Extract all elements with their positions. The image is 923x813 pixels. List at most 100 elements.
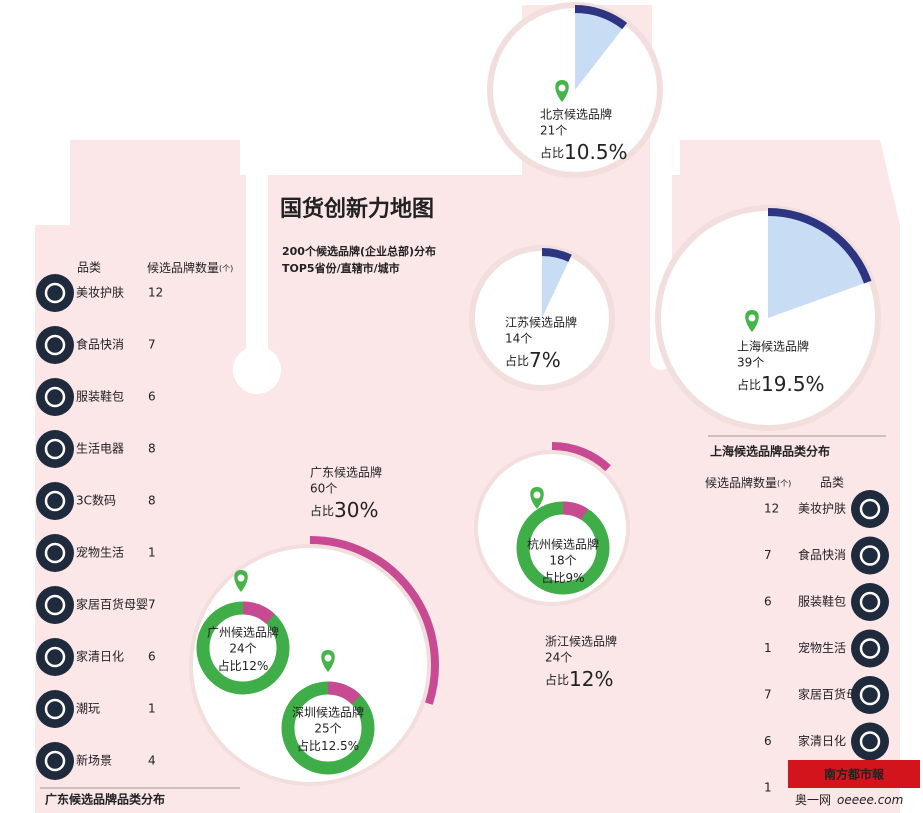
share-prefix: 占比 xyxy=(737,377,761,392)
category-count: 7 xyxy=(764,688,772,702)
share-arc xyxy=(541,248,572,262)
category-icon xyxy=(36,430,74,468)
category-icon-glyph xyxy=(859,591,881,613)
share-arc xyxy=(574,5,628,30)
bg-block xyxy=(70,140,240,225)
category-count: 7 xyxy=(148,598,156,612)
share-arc xyxy=(551,442,611,472)
content: 北京候选品牌21个占比10.5%江苏候选品牌14个占比7%上海候选品牌39个占比… xyxy=(36,2,920,807)
category-count: 7 xyxy=(148,338,156,352)
category-name: 美妆护肤 xyxy=(76,285,124,300)
region-name: 浙江候选品牌 xyxy=(545,635,617,649)
category-name: 家清日化 xyxy=(798,733,846,748)
share-segment xyxy=(562,501,588,520)
region-name: 上海候选品牌 xyxy=(737,339,809,354)
table-header: 候选品牌数量(个) xyxy=(147,260,233,275)
category-name: 新场景 xyxy=(76,753,112,768)
category-icon xyxy=(851,536,889,575)
header-text: 候选品牌数量 xyxy=(147,260,219,275)
category-icon-glyph xyxy=(44,282,66,304)
region-share: 占比7% xyxy=(505,348,561,372)
watermark-brand: 南方都市報 xyxy=(824,767,885,782)
category-icon xyxy=(851,490,889,528)
region-name: 广东候选品牌 xyxy=(310,466,382,480)
region-count: 14个 xyxy=(505,332,532,346)
share-prefix: 占比 xyxy=(541,570,565,585)
table-header: 候选品牌数量(个) xyxy=(705,475,791,490)
table-header: 品类 xyxy=(820,476,844,490)
title: 国货创新力地图 xyxy=(280,196,434,222)
share-value: 12% xyxy=(242,659,269,673)
share-prefix: 占比 xyxy=(297,738,321,753)
category-icon xyxy=(36,638,74,676)
share-value: 7% xyxy=(529,348,561,372)
category-name: 家清日化 xyxy=(76,649,124,664)
share-value: 10.5% xyxy=(564,140,628,164)
region-count: 25个 xyxy=(314,722,341,736)
region-count: 18个 xyxy=(549,554,576,568)
share-value: 9% xyxy=(565,571,584,585)
share-wedge xyxy=(768,208,872,318)
table-caption: 上海候选品牌品类分布 xyxy=(710,444,830,459)
category-name: 美妆护肤 xyxy=(798,501,846,516)
share-prefix: 占比 xyxy=(218,658,242,673)
region-share: 占比12% xyxy=(218,658,269,673)
region-name: 深圳候选品牌 xyxy=(292,706,364,720)
category-icon-glyph xyxy=(44,698,66,720)
category-icon xyxy=(851,629,889,668)
region-name: 广州候选品牌 xyxy=(207,626,279,640)
region-share: 占比9% xyxy=(541,570,584,585)
location-pin-dot xyxy=(533,491,541,499)
category-count: 1 xyxy=(764,781,772,795)
share-value: 19.5% xyxy=(761,372,825,396)
category-count: 7 xyxy=(764,548,772,562)
category-icon xyxy=(36,690,74,728)
header-unit: (个) xyxy=(777,479,791,488)
region-share: 占比30% xyxy=(310,498,378,522)
category-name: 服装鞋包 xyxy=(798,594,846,609)
category-count: 8 xyxy=(148,442,156,456)
share-prefix: 占比 xyxy=(505,353,529,368)
region-name: 杭州候选品牌 xyxy=(527,537,599,552)
category-name: 服装鞋包 xyxy=(76,389,124,404)
header-text: 候选品牌数量 xyxy=(705,475,777,490)
category-count: 1 xyxy=(148,702,156,716)
bg-block xyxy=(680,140,900,225)
category-icon xyxy=(36,274,74,312)
category-name: 食品快消 xyxy=(76,337,124,352)
region-count: 24个 xyxy=(545,651,572,665)
share-prefix: 占比 xyxy=(545,672,569,687)
column xyxy=(246,120,268,370)
category-icon xyxy=(36,742,74,780)
category-icon-glyph xyxy=(859,684,881,706)
table-caption: 广东候选品牌品类分布 xyxy=(45,792,165,807)
share-segment xyxy=(242,601,275,624)
region-name: 北京候选品牌 xyxy=(540,108,612,122)
category-icon xyxy=(36,534,74,572)
share-segment xyxy=(327,681,361,705)
region-share: 占比12% xyxy=(545,667,613,691)
category-count: 8 xyxy=(148,494,156,508)
category-icon-glyph xyxy=(44,542,66,564)
category-name: 食品快消 xyxy=(798,547,846,562)
category-icon xyxy=(36,326,74,364)
location-pin-dot xyxy=(237,574,245,582)
region-share: 占比10.5% xyxy=(540,140,628,164)
category-name: 潮玩 xyxy=(76,701,100,716)
category-icon xyxy=(36,378,74,416)
category-icon-glyph xyxy=(859,545,881,566)
category-count: 12 xyxy=(764,502,779,516)
header-unit: (个) xyxy=(219,264,233,273)
column-base xyxy=(233,346,281,394)
category-icon-glyph xyxy=(859,731,881,752)
category-count: 1 xyxy=(148,546,156,560)
category-count: 6 xyxy=(148,650,156,664)
category-icon-glyph xyxy=(44,386,66,408)
share-prefix: 占比 xyxy=(540,145,564,160)
table-header: 品类 xyxy=(77,261,101,275)
category-icon-glyph xyxy=(44,334,66,356)
share-wedge xyxy=(575,5,628,90)
category-icon-glyph xyxy=(44,750,66,772)
